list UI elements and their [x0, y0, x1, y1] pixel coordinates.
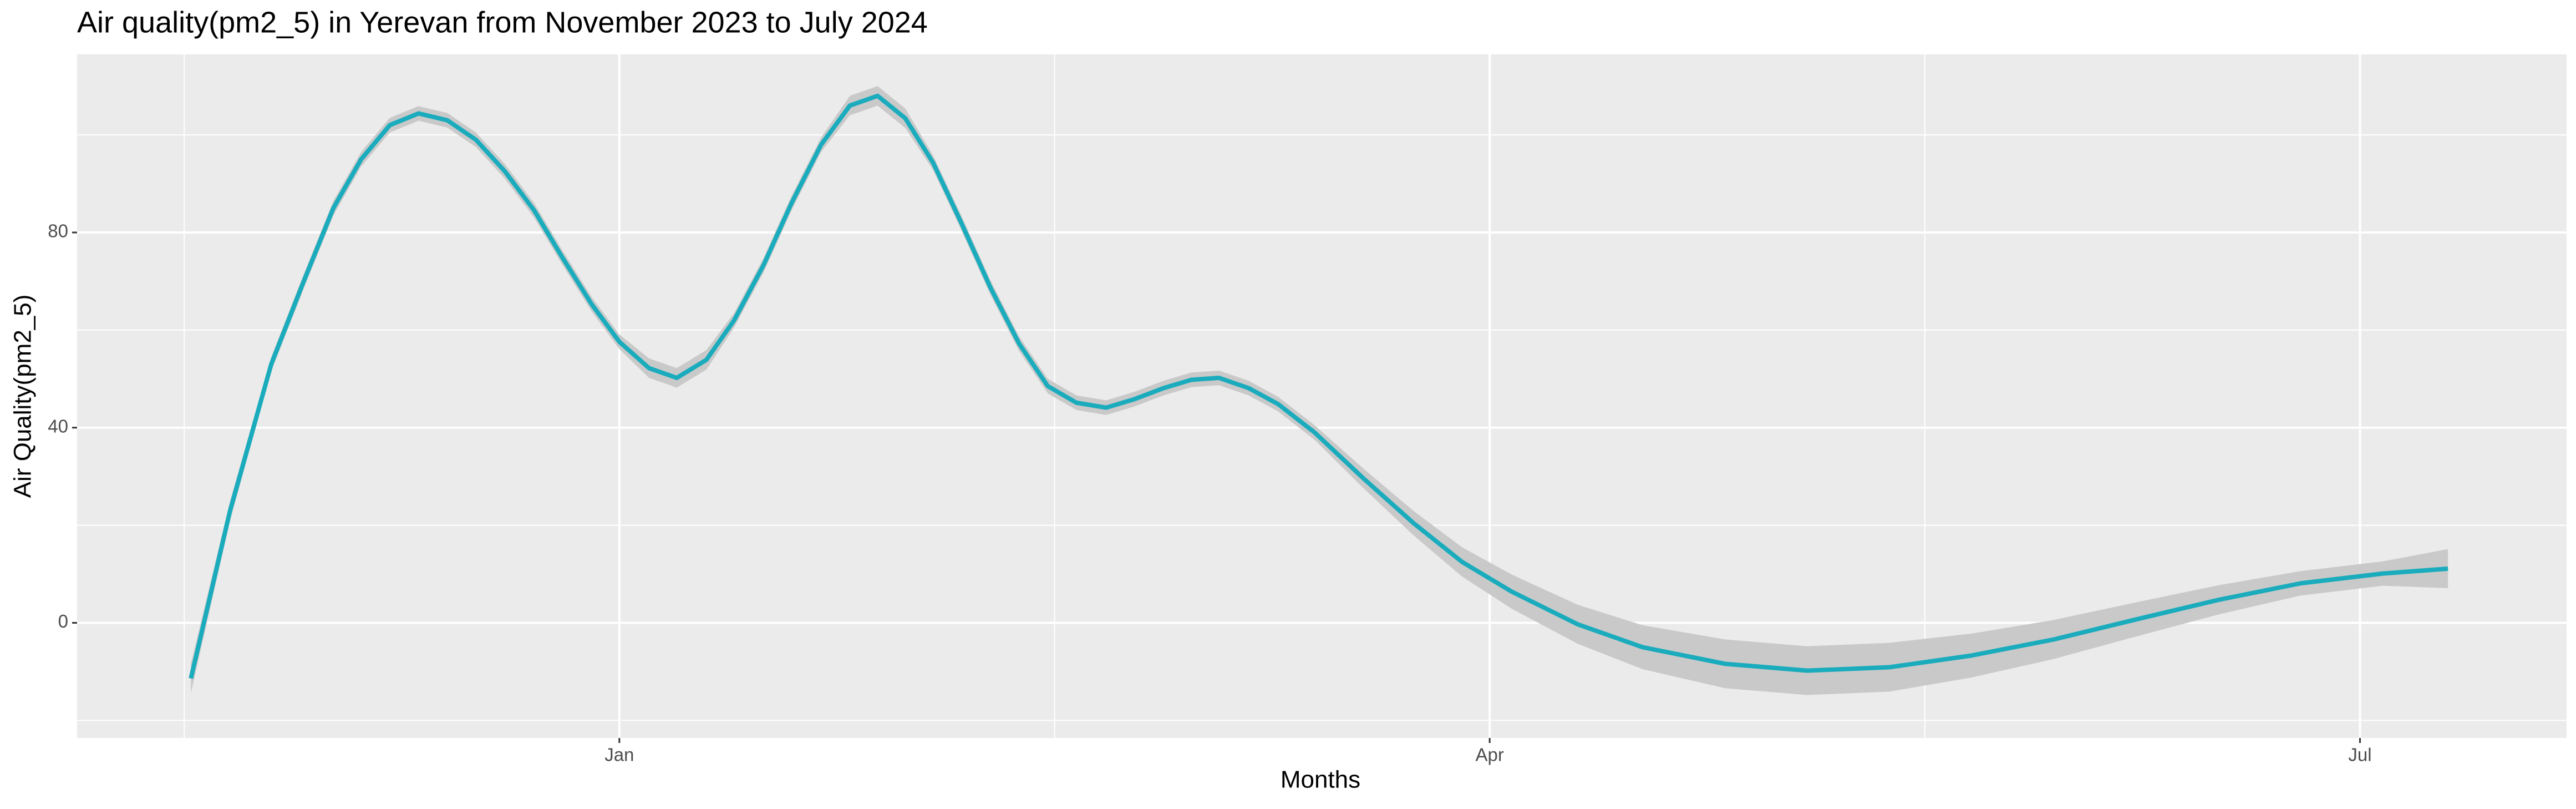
panel: [77, 54, 2567, 738]
y-tick-label: 40: [48, 416, 68, 436]
y-tick-label: 80: [48, 221, 68, 241]
x-axis-title: Months: [1281, 766, 1360, 793]
x-tick-label: Apr: [1475, 745, 1503, 765]
line: [189, 93, 2448, 679]
y-axis-title: Air Quality(pm2_5): [9, 295, 37, 498]
chart-title: Air quality(pm2_5) in Yerevan from Novem…: [77, 6, 928, 39]
x-tick-label: Jul: [2348, 745, 2371, 765]
y-tick-label: 0: [58, 611, 68, 631]
x-tick-label: Jan: [604, 745, 634, 765]
